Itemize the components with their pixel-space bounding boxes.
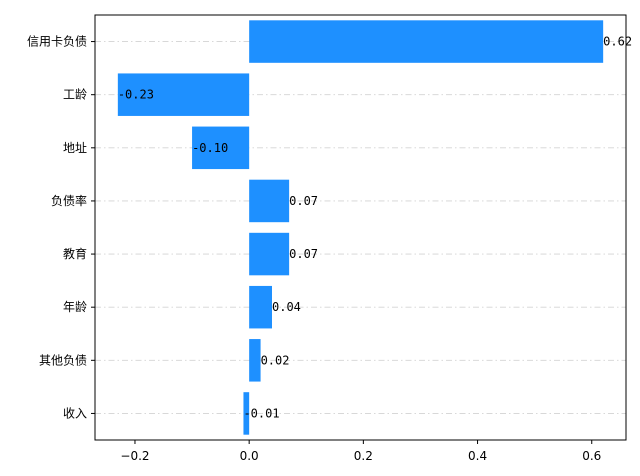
category-label-3: 负债率 (51, 193, 87, 208)
value-label-5: 0.04 (272, 300, 301, 314)
x-tick-label-4: 0.6 (582, 449, 601, 463)
bar-1 (117, 73, 250, 116)
value-label-3: 0.07 (289, 194, 318, 208)
value-label-0: 0.62 (603, 35, 632, 49)
x-tick-label-0: −0.2 (120, 449, 149, 463)
value-label-2: -0.10 (192, 141, 228, 155)
bars (117, 20, 604, 435)
value-label-7: -0.01 (243, 406, 279, 420)
x-tick-label-3: 0.4 (468, 449, 487, 463)
plot-frame (94, 14, 627, 441)
bar-3 (249, 179, 290, 223)
category-label-7: 收入 (63, 406, 87, 420)
category-label-5: 年龄 (63, 300, 87, 314)
category-label-2: 地址 (63, 141, 87, 155)
value-label-6: 0.02 (261, 353, 290, 367)
category-label-4: 教育 (63, 246, 87, 261)
value-label-1: -0.23 (118, 88, 154, 102)
x-tick-label-2: 0.2 (354, 449, 373, 463)
grid-lines (95, 41, 626, 414)
x-axis-ticks: −0.2 0.0 0.2 0.4 0.6 (120, 440, 601, 463)
category-label-6: 其他负债 (39, 353, 87, 367)
bar-2 (192, 126, 250, 170)
category-label-1: 工龄 (63, 88, 87, 102)
bar-4 (249, 232, 290, 276)
x-tick-label-1: 0.0 (240, 449, 259, 463)
bar-0 (249, 20, 604, 63)
category-label-0: 信用卡负债 (27, 35, 87, 49)
bar-5 (249, 285, 272, 329)
value-label-4: 0.07 (289, 247, 318, 261)
bar-7 (243, 392, 250, 435)
bar-6 (249, 339, 261, 382)
value-labels: 0.62 -0.23 -0.10 0.07 0.07 0.04 0.02 -0.01 (118, 35, 632, 421)
